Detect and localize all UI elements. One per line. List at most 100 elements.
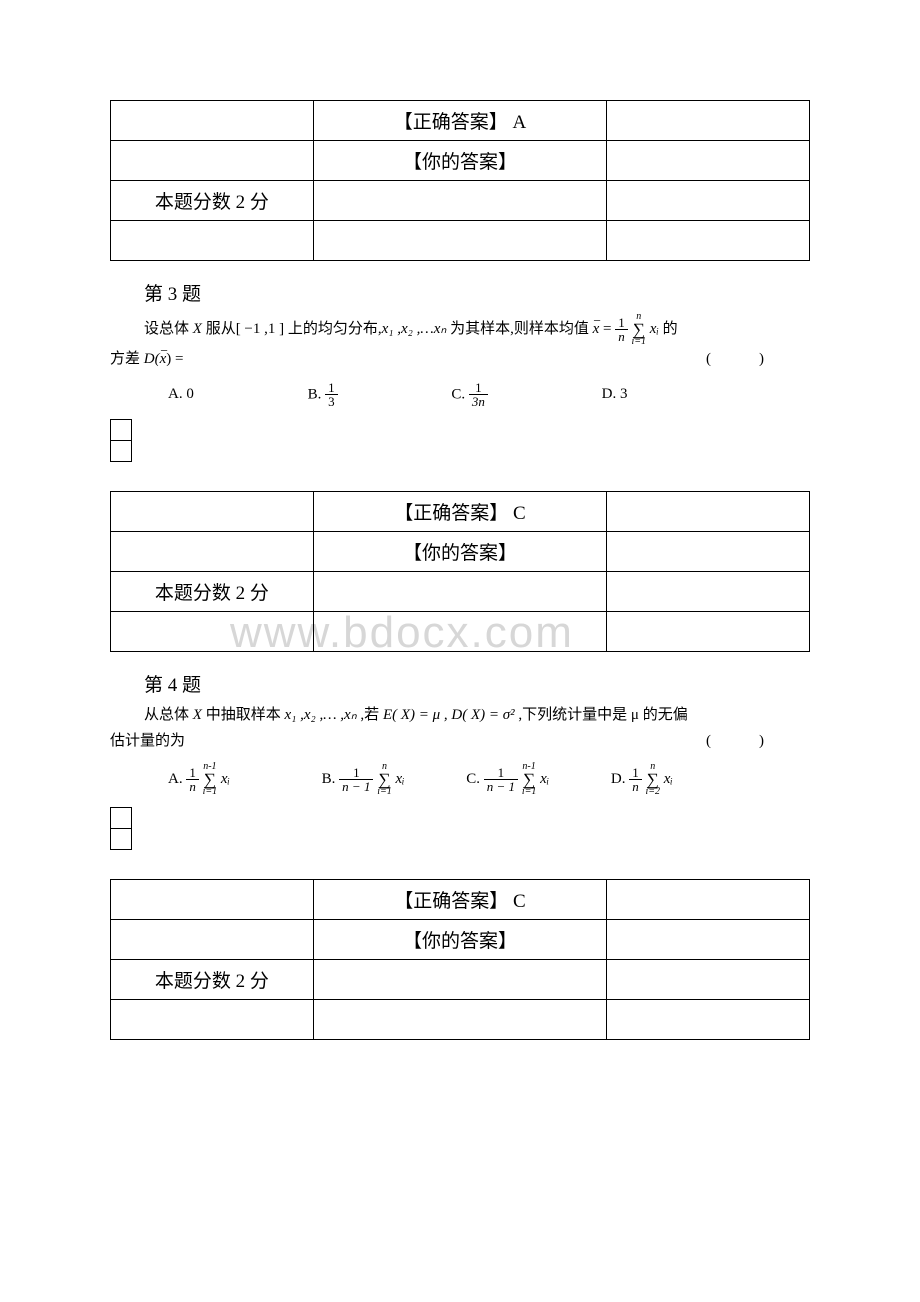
q4-stem: 从总体 X 中抽取样本 x₁ ,x₂ ,… ,xₙ ,若 E( X) = μ ,… xyxy=(110,703,810,754)
sum-bot: i=1 xyxy=(377,787,392,797)
q2-correct-answer: A xyxy=(513,112,527,133)
sigma-icon: n∑i=1 xyxy=(632,312,647,347)
sigma-icon: n∑i=2 xyxy=(645,762,660,797)
correct-answer-cell: 【正确答案】 A xyxy=(313,101,607,141)
opt-label: A. xyxy=(168,771,183,787)
cell-empty xyxy=(313,1000,607,1040)
q3-option-A: A. 0 xyxy=(168,386,194,403)
cell-empty xyxy=(607,181,810,221)
cell-empty xyxy=(111,221,314,261)
q4-text: ,下列统计量中是 μ 的无偏 xyxy=(515,707,688,723)
frac-num: 1 xyxy=(615,316,628,331)
q3-correct-answer: C xyxy=(513,503,526,524)
q4-option-B: B. 1n − 1 n∑i=1 xᵢ xyxy=(322,762,405,797)
cell-empty xyxy=(607,1000,810,1040)
fraction: 1n xyxy=(615,316,628,344)
q3-answer-table: 【正确答案】 C 【你的答案】 本题分数 2 分 xyxy=(110,491,810,652)
cell-empty xyxy=(313,572,607,612)
score-prefix: 本题分数 xyxy=(155,583,231,604)
sum-bot: i=1 xyxy=(522,787,537,797)
frac-den: n − 1 xyxy=(484,780,518,794)
cell-empty xyxy=(607,572,810,612)
frac-num: 1 xyxy=(339,766,373,781)
cell-empty xyxy=(111,101,314,141)
fraction: 1n − 1 xyxy=(484,766,518,794)
q3-text: 服从[ −1 ,1 ] 上的均匀分布, xyxy=(202,321,382,337)
correct-label: 【正确答案】 xyxy=(394,503,508,524)
paren-blank: ( ) xyxy=(706,729,770,755)
cell-empty xyxy=(111,532,314,572)
correct-label: 【正确答案】 xyxy=(394,112,508,133)
opt-label: B. xyxy=(308,386,322,402)
sum-term: xᵢ xyxy=(540,771,549,787)
paren-blank: ( ) xyxy=(706,347,770,373)
cell-empty xyxy=(607,492,810,532)
score-prefix: 本题分数 xyxy=(155,192,231,213)
small-boxes xyxy=(110,807,810,850)
frac-num: 1 xyxy=(469,381,488,396)
your-label: 【你的答案】 xyxy=(403,152,517,173)
q4-text: E( X) = μ , D( X) = σ² xyxy=(383,707,515,723)
sum-term: xᵢ xyxy=(650,321,659,337)
sum-bot: i=1 xyxy=(632,337,647,347)
your-label: 【你的答案】 xyxy=(403,543,517,564)
box-icon xyxy=(110,440,132,462)
q4-option-A: A. 1n n-1∑i=1 xᵢ xyxy=(168,762,230,797)
q4-correct-answer: C xyxy=(513,891,526,912)
q3-options: A. 0 B. 13 C. 13n D. 3 xyxy=(168,381,810,409)
box-icon xyxy=(110,807,132,829)
sum-term: xᵢ xyxy=(221,771,230,787)
frac-num: 1 xyxy=(186,766,199,781)
sigma-icon: n-1∑i=1 xyxy=(522,762,537,797)
cell-empty xyxy=(111,920,314,960)
q3-score: 2 xyxy=(236,583,246,604)
q3-text: 为其样本,则样本均值 xyxy=(446,321,589,337)
frac-den: 3n xyxy=(469,395,488,409)
score-prefix: 本题分数 xyxy=(155,971,231,992)
q3-text: D( xyxy=(144,351,160,367)
frac-den: n xyxy=(629,780,642,794)
small-boxes xyxy=(110,419,810,462)
q2-answer-table: 【正确答案】 A 【你的答案】 本题分数 2 分 xyxy=(110,100,810,261)
q4-text: ,若 xyxy=(357,707,383,723)
your-answer-cell: 【你的答案】 xyxy=(313,920,607,960)
q4-var: X xyxy=(193,707,202,723)
cell-empty xyxy=(111,492,314,532)
opt-label: D. xyxy=(611,771,626,787)
frac-den: n xyxy=(186,780,199,794)
q3-var: X xyxy=(193,321,202,337)
q3-text: ) = xyxy=(166,351,183,367)
cell-empty xyxy=(607,880,810,920)
cell-empty xyxy=(607,612,810,652)
q3-option-D: D. 3 xyxy=(602,386,628,403)
cell-empty xyxy=(313,181,607,221)
q3-option-C: C. 13n xyxy=(451,381,488,409)
q2-score: 2 xyxy=(236,192,246,213)
cell-empty xyxy=(111,141,314,181)
fraction: 1n − 1 xyxy=(339,766,373,794)
frac-den: n xyxy=(615,330,628,344)
sum-bot: i=1 xyxy=(203,787,218,797)
q3-samples: x₁ ,x₂ ,…xₙ xyxy=(382,321,447,337)
opt-label: B. xyxy=(322,771,336,787)
q4-title: 第 4 题 xyxy=(144,670,810,697)
sigma-icon: n-1∑i=1 xyxy=(203,762,218,797)
cell-empty xyxy=(607,960,810,1000)
cell-empty xyxy=(111,612,314,652)
q3-stem: 设总体 X 服从[ −1 ,1 ] 上的均匀分布,x₁ ,x₂ ,…xₙ 为其样… xyxy=(110,312,810,373)
score-cell: 本题分数 2 分 xyxy=(111,960,314,1000)
q3-text: 的 xyxy=(659,321,678,337)
cell-empty xyxy=(607,141,810,181)
frac-den: n − 1 xyxy=(339,780,373,794)
fraction: 1n xyxy=(629,766,642,794)
cell-empty xyxy=(313,221,607,261)
correct-answer-cell: 【正确答案】 C xyxy=(313,880,607,920)
score-suffix: 分 xyxy=(250,583,269,604)
cell-empty xyxy=(313,612,607,652)
score-cell: 本题分数 2 分 xyxy=(111,572,314,612)
xbar-icon: x xyxy=(160,347,167,373)
cell-empty xyxy=(607,101,810,141)
opt-label: C. xyxy=(451,386,465,402)
cell-empty xyxy=(607,920,810,960)
your-label: 【你的答案】 xyxy=(403,931,517,952)
